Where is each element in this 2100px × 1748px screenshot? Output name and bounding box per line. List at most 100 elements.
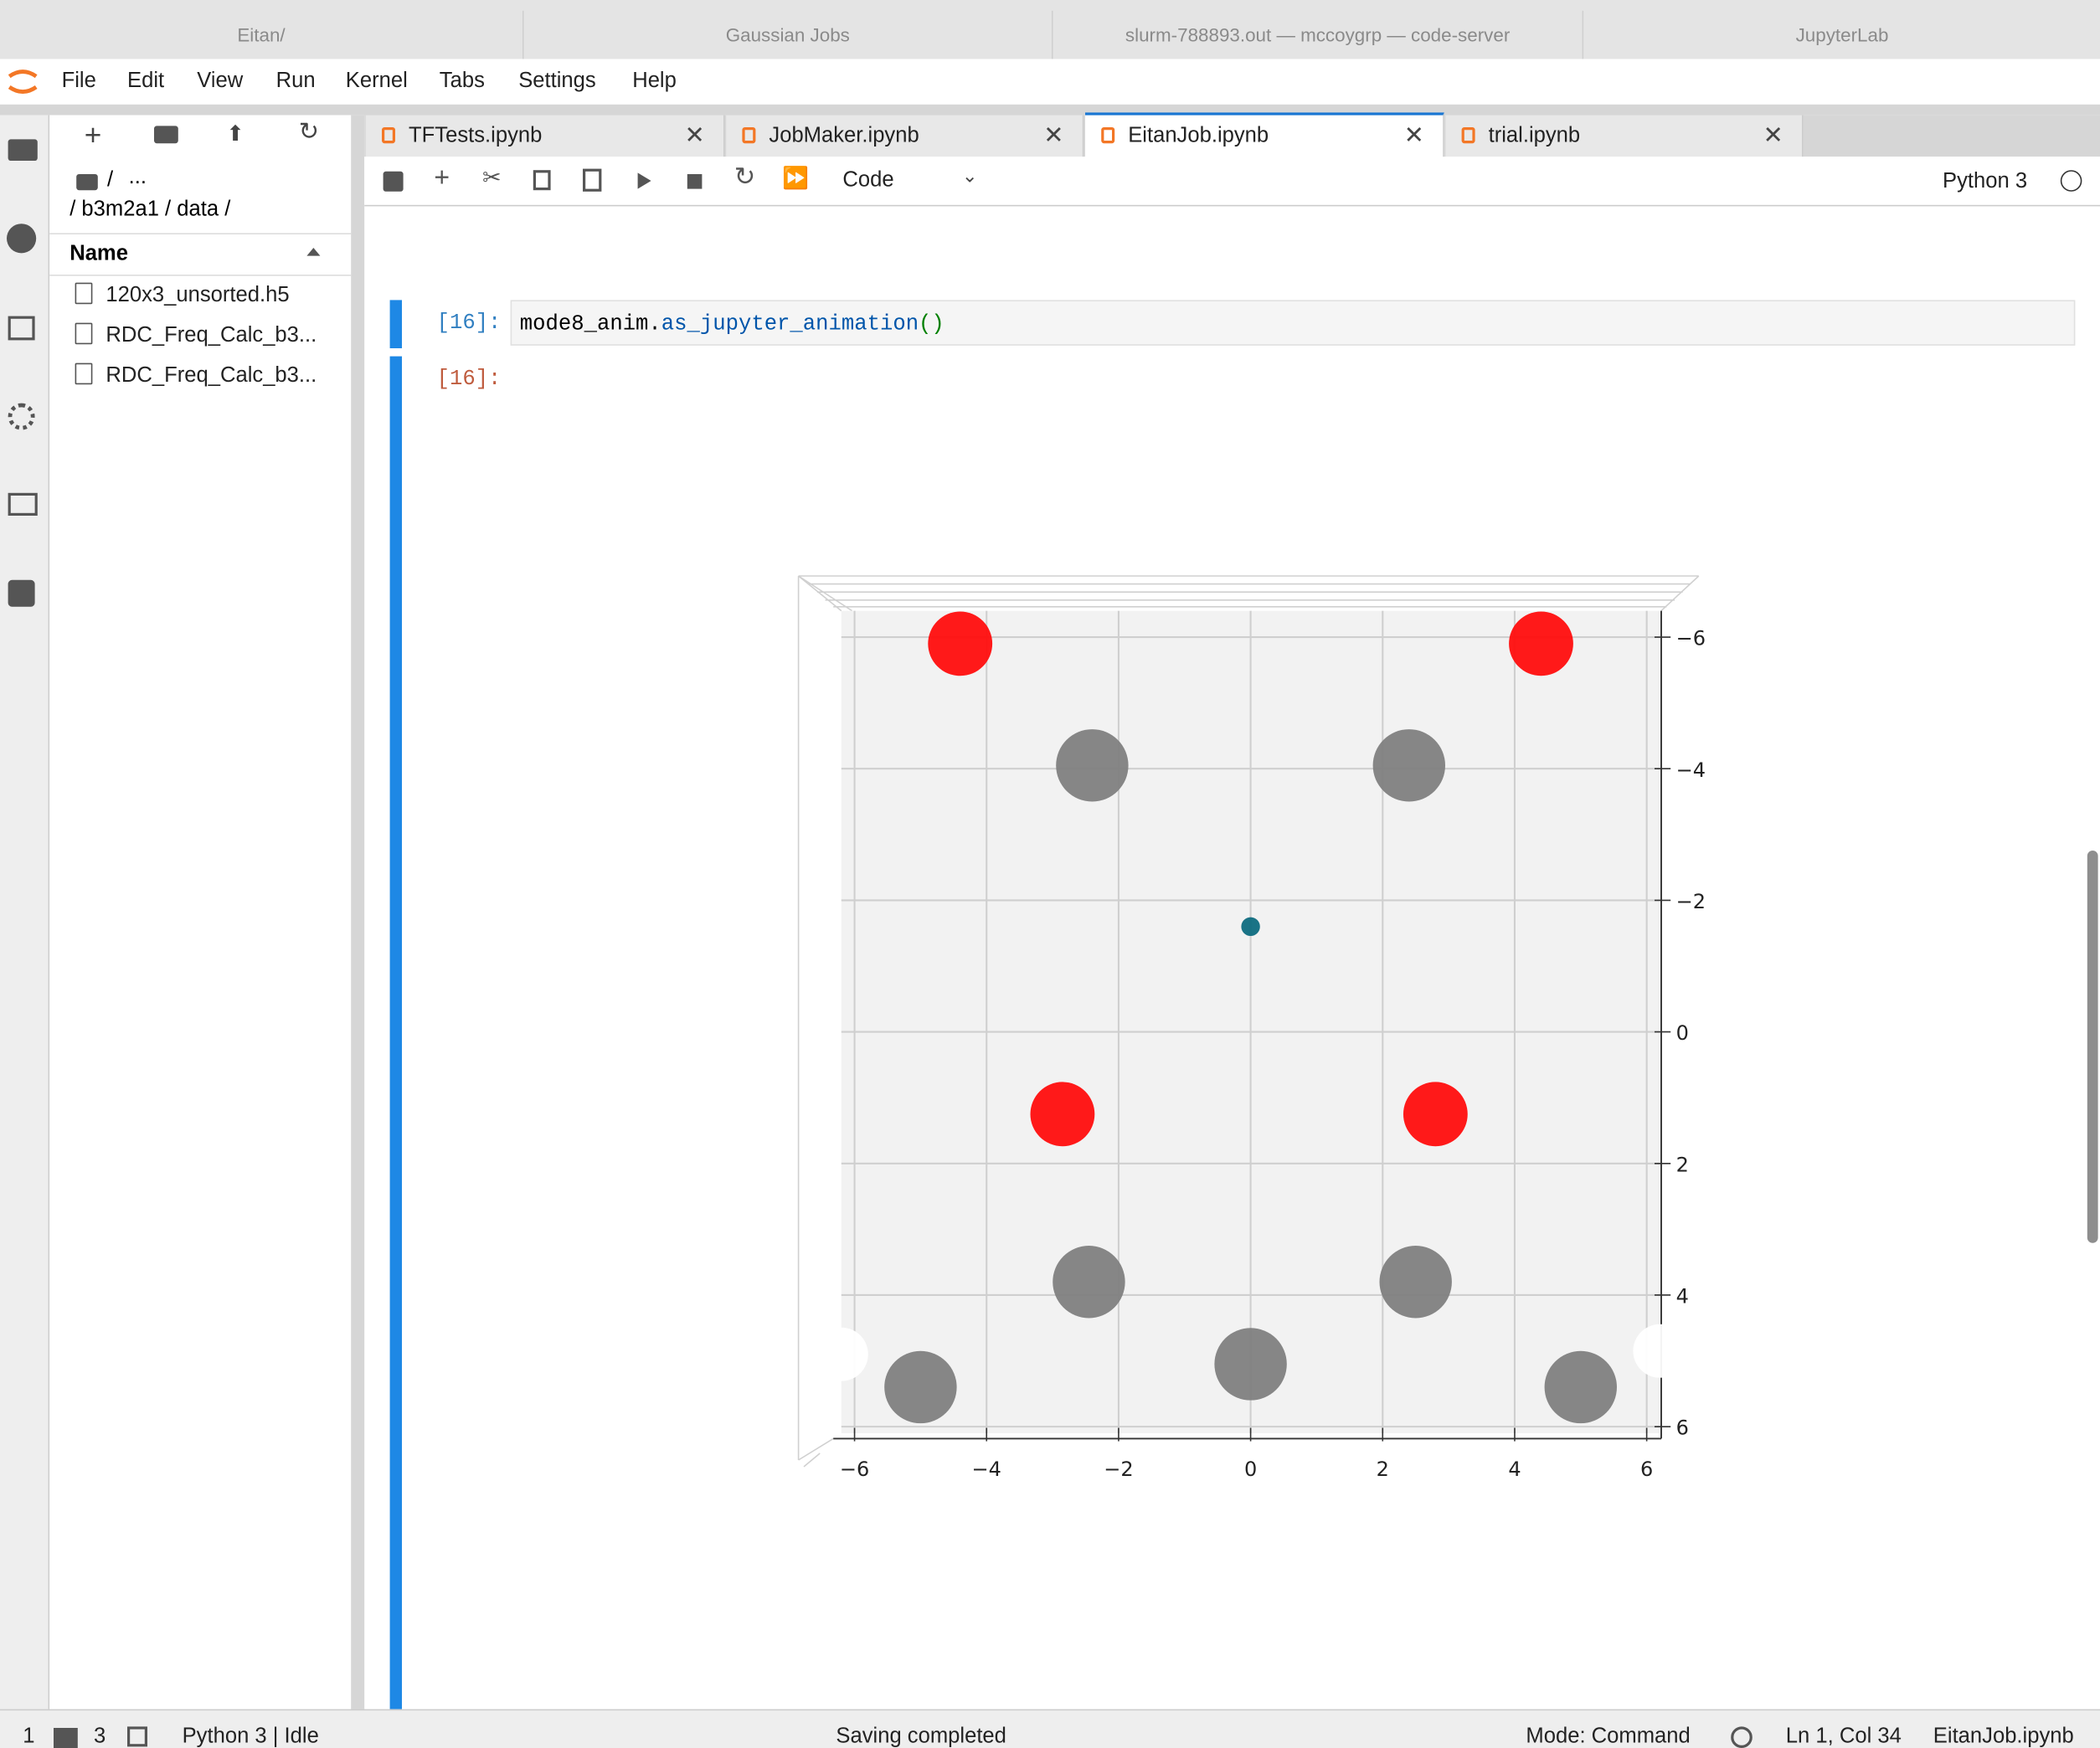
menu-item[interactable]: Settings — [518, 69, 596, 93]
x-tick-label: −6 — [840, 1458, 869, 1481]
atom — [1214, 1328, 1287, 1401]
jupyter-logo — [8, 69, 38, 94]
atom — [884, 1350, 957, 1424]
menu-item[interactable]: Kernel — [345, 69, 408, 93]
scrollbar[interactable] — [2087, 851, 2098, 1243]
menu-item[interactable]: File — [61, 69, 96, 93]
notebook-tab[interactable]: JobMaker.ipynb ✕ — [726, 115, 1084, 157]
browser-tab[interactable]: Gaussian Jobs — [523, 10, 1053, 59]
dropdown-arrow[interactable]: ⌄ — [961, 164, 978, 187]
notebook-toolbar: + ✂ ↻ ⏩ Code ⌄ Python 3 — [364, 157, 2100, 207]
file-item[interactable]: RDC_Freq_Calc_b3... — [75, 362, 317, 388]
notebook-tab[interactable]: trial.ipynb ✕ — [1445, 115, 1804, 157]
copy-button[interactable] — [533, 170, 551, 191]
file-name: EitanJob.ipynb — [1933, 1725, 2074, 1748]
divider — [0, 104, 2100, 116]
file-item[interactable]: RDC_Freq_Calc_b3... — [75, 322, 317, 348]
tab-title: trial.ipynb — [1488, 124, 1581, 147]
paste-button[interactable] — [583, 168, 602, 192]
new-launcher[interactable]: + — [84, 117, 102, 152]
y-tick-label: −6 — [1676, 627, 1706, 650]
menu-item[interactable]: View — [197, 69, 244, 93]
file-item[interactable]: 120x3_unsorted.h5 — [75, 282, 290, 308]
cursor-position[interactable]: Ln 1, Col 34 — [1785, 1725, 1902, 1748]
code-parens: () — [919, 311, 944, 337]
tabs-icon[interactable] — [8, 492, 38, 516]
breadcrumb-more[interactable]: ... — [128, 166, 147, 189]
run-button[interactable] — [637, 172, 651, 189]
kernel-status[interactable]: Python 3 | Idle — [182, 1725, 319, 1748]
output-prompt: [16]: — [436, 367, 502, 392]
y-tick-label: 6 — [1676, 1416, 1689, 1440]
atom — [1053, 1246, 1125, 1319]
pane-edges — [797, 575, 1700, 1468]
trust-icon — [1731, 1726, 1753, 1748]
extensions-icon[interactable] — [8, 579, 35, 607]
x-tick-label: −4 — [972, 1458, 1001, 1481]
upload[interactable]: ⬆ — [226, 123, 244, 147]
kernel-icon — [127, 1726, 147, 1747]
tab-title: TFTests.ipynb — [409, 124, 543, 147]
y-tick-label: −2 — [1676, 890, 1706, 913]
atom — [1403, 1082, 1468, 1147]
input-prompt: [16]: — [436, 311, 502, 335]
code-object: mode8_anim. — [519, 311, 661, 337]
y-tick-label: 0 — [1676, 1021, 1689, 1045]
cell-type[interactable]: Code — [842, 168, 894, 192]
status-message: Saving completed — [836, 1725, 1006, 1748]
atom — [1030, 1082, 1095, 1147]
cut-button[interactable]: ✂ — [482, 164, 502, 191]
x-tick-label: 0 — [1244, 1458, 1257, 1481]
stop-button[interactable] — [687, 174, 703, 189]
splitter — [351, 115, 365, 1709]
restart-button[interactable]: ↻ — [733, 163, 756, 192]
run-all-button[interactable]: ⏩ — [782, 167, 810, 191]
column-name: Name — [69, 242, 128, 265]
atom — [814, 1327, 868, 1381]
insert-button[interactable]: + — [434, 163, 450, 193]
notebook-tab-active[interactable]: EitanJob.ipynb ✕ — [1085, 112, 1444, 160]
folder-icon[interactable] — [76, 174, 98, 191]
commands-icon[interactable] — [8, 316, 35, 341]
tab-title: JobMaker.ipynb — [769, 124, 919, 147]
atom — [1056, 729, 1129, 802]
cell-collapser[interactable] — [389, 300, 402, 348]
code-input[interactable]: mode8_anim.as_jupyter_animation() — [510, 300, 2076, 346]
breadcrumb-root[interactable]: / — [107, 168, 114, 192]
atom — [1633, 1324, 1687, 1378]
refresh[interactable]: ↻ — [298, 117, 319, 145]
tab-title: EitanJob.ipynb — [1128, 124, 1269, 147]
atom — [928, 611, 993, 676]
menu-item[interactable]: Help — [632, 69, 677, 93]
menu-item[interactable]: Run — [275, 69, 316, 93]
file-name: 120x3_unsorted.h5 — [106, 284, 290, 307]
x-tick-label: −2 — [1104, 1458, 1133, 1481]
kernel-name[interactable]: Python 3 — [1943, 170, 2028, 193]
browser-tab[interactable]: slurm-788893.out — mccoygrp — code-serve… — [1053, 10, 1584, 59]
notebook-tab[interactable]: TFTests.ipynb ✕ — [365, 115, 725, 157]
sort-arrow — [306, 248, 321, 256]
y-tick-label: 2 — [1676, 1153, 1689, 1176]
browser-tab[interactable]: Eitan/ — [0, 10, 524, 59]
activity-bar — [0, 115, 50, 1709]
browser-tab[interactable]: JupyterLab — [1583, 10, 2100, 59]
file-name: RDC_Freq_Calc_b3... — [106, 364, 317, 388]
menu-item[interactable]: Tabs — [439, 69, 485, 93]
atom — [1509, 611, 1573, 676]
output-collapser[interactable] — [389, 356, 402, 1709]
settings-icon[interactable] — [8, 403, 35, 430]
menu-item[interactable]: Edit — [127, 69, 165, 93]
save-button[interactable] — [383, 171, 404, 192]
new-folder[interactable] — [154, 126, 178, 144]
running-icon[interactable] — [7, 224, 37, 254]
breadcrumb-path: / b3m2a1 / data / — [69, 198, 231, 221]
x-tick-label: 6 — [1640, 1458, 1653, 1481]
column-header[interactable]: Name — [49, 233, 352, 276]
files-icon[interactable] — [8, 139, 38, 161]
mode[interactable]: Mode: Command — [1526, 1725, 1691, 1748]
terminal-count[interactable]: 1 — [23, 1725, 35, 1748]
kernel-count[interactable]: 3 — [94, 1725, 106, 1748]
